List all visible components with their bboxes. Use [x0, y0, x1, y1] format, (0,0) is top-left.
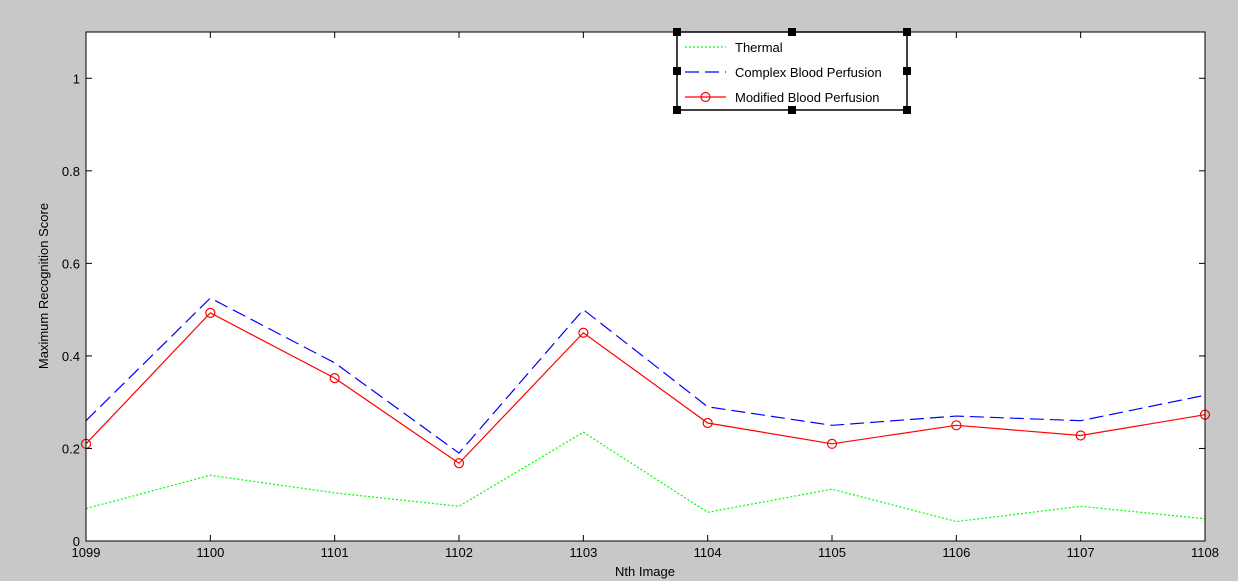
series-point — [205, 307, 216, 318]
selection-handle[interactable] — [673, 67, 681, 75]
x-tick-label: 1104 — [694, 545, 722, 560]
series-line-2 — [85, 312, 1206, 465]
series-line-1 — [85, 297, 1206, 454]
selection-handle[interactable] — [903, 28, 911, 36]
series-point — [1075, 430, 1086, 441]
series-point — [453, 458, 465, 469]
selection-handle[interactable] — [673, 106, 681, 114]
selection-handle[interactable] — [903, 106, 911, 114]
series-point — [702, 417, 713, 429]
series-point — [578, 327, 589, 338]
y-tick-label: 0.8 — [62, 164, 80, 179]
plot-frame — [85, 31, 1206, 542]
axis-layer: 1099 1100 1101 1102 1103 1104 1105 1106 1107 1108… — [62, 32, 1219, 560]
series-point — [329, 373, 340, 384]
selection-handle[interactable] — [903, 67, 911, 75]
x-tick-label: 1101 — [321, 545, 349, 560]
legend-label-2: Modified Blood Perfusion — [735, 90, 880, 105]
series-point — [826, 438, 838, 449]
x-tick-label: 1100 — [196, 545, 224, 560]
legend[interactable]: Thermal Complex Blood Perfusion Modified B… — [673, 28, 911, 114]
legend-entries: Thermal Complex Blood Perfusion Modified B… — [685, 40, 882, 105]
selection-handle[interactable] — [788, 28, 796, 36]
legend-marker — [700, 91, 711, 103]
series-point — [951, 420, 962, 431]
x-tick-label: 1106 — [942, 545, 970, 560]
x-axis-label: Nth Image — [615, 564, 675, 579]
x-tick-label: 1102 — [445, 545, 473, 560]
plot-area — [86, 32, 1205, 541]
y-axis-label: Maximum Recognition Score — [36, 203, 51, 369]
x-tick-label: 1108 — [1191, 545, 1219, 560]
y-tick-label: 1 — [73, 71, 80, 86]
y-tick-label: 0.4 — [62, 349, 80, 364]
y-tick-label: 0 — [73, 534, 80, 549]
series-layer — [80, 297, 1211, 523]
x-tick-label: 1107 — [1067, 545, 1095, 560]
legend-label-1: Complex Blood Perfusion — [735, 65, 882, 80]
selection-handle[interactable] — [673, 28, 681, 36]
y-tick-label: 0.2 — [62, 441, 80, 456]
x-tick-label: 1105 — [818, 545, 846, 560]
series-line-0 — [85, 431, 1206, 523]
legend-label-0: Thermal — [735, 40, 783, 55]
selection-handle[interactable] — [788, 106, 796, 114]
x-tick-label: 1099 — [72, 545, 101, 560]
y-tick-label: 0.6 — [62, 256, 80, 271]
legend-selection-handles[interactable] — [673, 28, 911, 114]
x-tick-label: 1103 — [569, 545, 597, 560]
